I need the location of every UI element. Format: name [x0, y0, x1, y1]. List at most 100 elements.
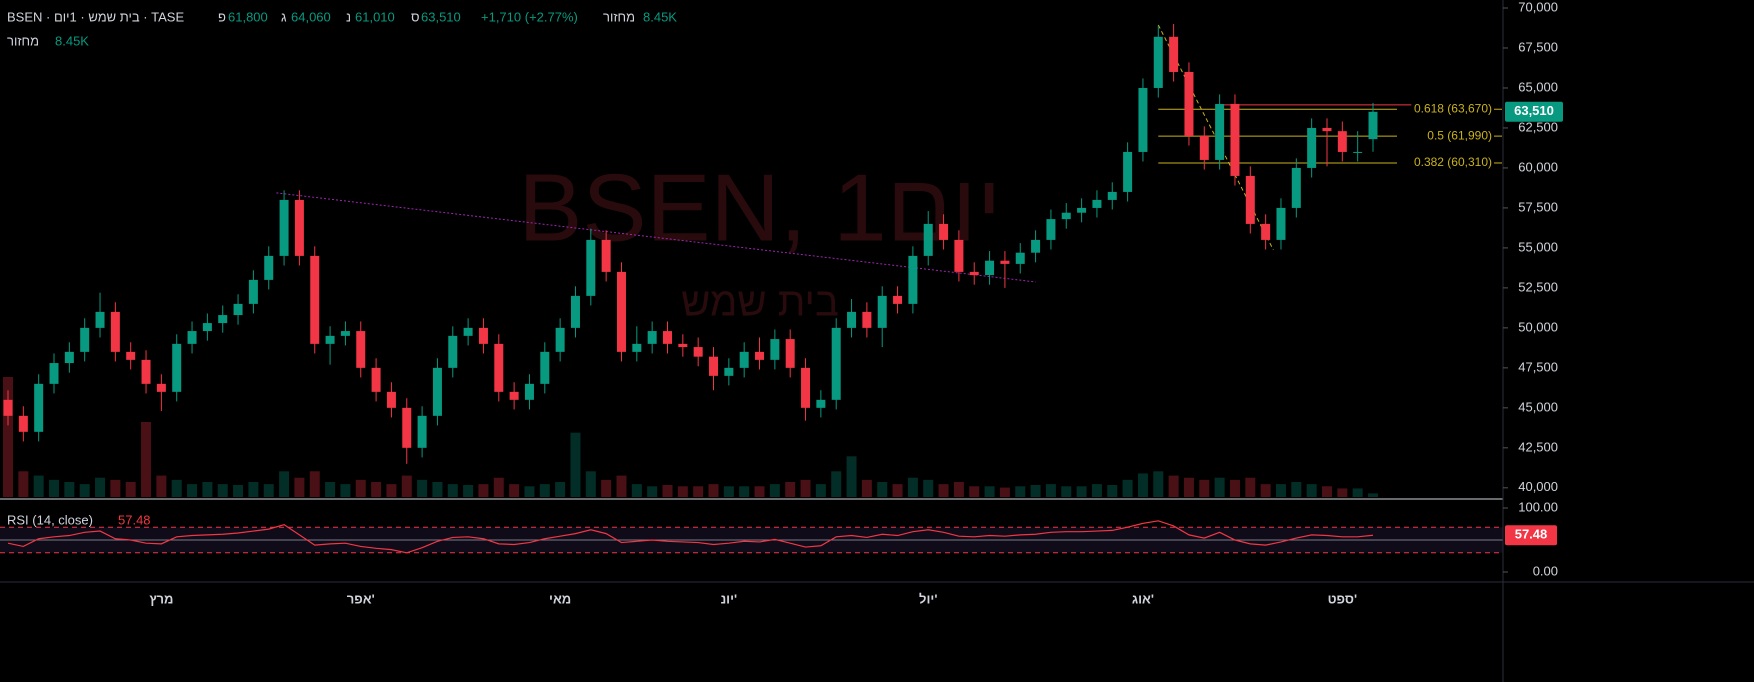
volume-bar: [708, 484, 719, 497]
candle-body: [80, 327, 90, 352]
candle-body: [801, 367, 811, 408]
change: +1,710 (+2.77%): [481, 9, 578, 24]
candle-body: [1215, 103, 1225, 160]
volume-bar: [64, 482, 75, 497]
candle-body: [877, 295, 887, 328]
close-value: 63,510: [421, 9, 461, 24]
candle-body: [218, 315, 228, 324]
x-tick-label: מרץ: [149, 591, 173, 606]
volume-bar: [647, 486, 658, 497]
candle-body: [310, 255, 320, 344]
candle-body: [325, 335, 335, 344]
volume-bar: [417, 479, 428, 497]
watermark-title: BSEN, 1יום: [518, 154, 1001, 261]
volume-bar: [739, 486, 750, 497]
candle-body: [785, 339, 795, 368]
symbol[interactable]: BSEN · בית שמש · 1יום · TASE: [7, 9, 184, 24]
volume-bar: [1122, 479, 1133, 497]
candle-body: [632, 343, 642, 352]
volume-bar: [1306, 484, 1317, 497]
y-tick-label: 62,500: [1518, 119, 1558, 134]
volume-bar: [125, 482, 136, 497]
fib-label: 0.5 (61,990): [1427, 128, 1492, 142]
volume-bar: [478, 484, 489, 497]
volume-bar: [95, 477, 106, 497]
close-label: ס: [411, 9, 420, 24]
volume-bar: [1076, 486, 1087, 497]
volume-bar: [831, 471, 842, 497]
candle-body: [570, 295, 580, 328]
volume-bar: [616, 475, 627, 497]
candle-body: [1199, 135, 1209, 160]
candle-body: [356, 331, 366, 368]
volume-bar: [432, 482, 443, 497]
candle-body: [1107, 191, 1117, 200]
x-tick-label: מאי: [549, 591, 571, 606]
candle-body: [1077, 207, 1087, 213]
volume-bar: [171, 479, 182, 497]
volume-bar: [1321, 486, 1332, 497]
volume-bar: [1214, 477, 1225, 497]
y-tick-label: 52,500: [1518, 279, 1558, 294]
volume-bar: [371, 482, 382, 497]
volume-bar: [33, 475, 44, 497]
volume-bar: [1260, 484, 1271, 497]
volume-label: מחזור: [7, 33, 39, 48]
candle-body: [1092, 199, 1102, 208]
candle-body: [64, 351, 74, 364]
y-tick-label: 67,500: [1518, 39, 1558, 54]
candle-body: [985, 260, 995, 276]
candle-body: [1000, 260, 1010, 264]
fib-label: 0.382 (60,310): [1414, 155, 1492, 169]
candle-body: [1031, 239, 1041, 253]
volume-bar: [509, 484, 520, 497]
rsi-title: RSI (14, close): [7, 512, 93, 527]
candle-body: [478, 327, 488, 344]
candle-body: [1337, 131, 1347, 152]
rsi-tick-label: 0.00: [1533, 563, 1558, 578]
candle-body: [1261, 223, 1271, 240]
volume-bar: [953, 482, 964, 497]
volume-bar: [340, 484, 351, 497]
rsi-line: [7, 520, 1374, 554]
candle-body: [371, 367, 381, 392]
candle-body: [3, 399, 13, 416]
price-tag-label: 63,510: [1514, 103, 1554, 118]
watermark-subtitle: בית שמש: [681, 281, 839, 325]
volume-bar: [233, 485, 244, 497]
candle-body: [1184, 71, 1194, 136]
rsi-tag-label: 57.48: [1515, 527, 1548, 542]
rsi-tag: [1505, 525, 1557, 546]
volume-bar: [1030, 485, 1041, 497]
candle-body: [709, 356, 719, 376]
volume-bar: [815, 484, 826, 497]
volume-bar: [923, 479, 934, 497]
candle-body: [1291, 167, 1301, 208]
volume-bar: [1337, 488, 1348, 497]
volume-bar: [263, 484, 274, 497]
candle-body: [294, 199, 304, 256]
low-value: 61,010: [355, 9, 395, 24]
volume-bar: [217, 484, 228, 497]
candle-body: [1123, 151, 1133, 192]
y-tick-label: 45,000: [1518, 399, 1558, 414]
volume-bar: [3, 377, 13, 497]
volume-bar: [279, 471, 290, 497]
volume-bar: [49, 479, 60, 497]
candle-body: [678, 343, 688, 348]
volume-bar: [386, 484, 397, 497]
candle-body: [509, 391, 519, 400]
y-tick-label: 47,500: [1518, 359, 1558, 374]
volume-bar: [1352, 488, 1363, 497]
candle-body: [739, 351, 749, 368]
volume-bar: [1245, 477, 1256, 497]
y-tick-label: 60,000: [1518, 159, 1558, 174]
candle-body: [264, 255, 274, 280]
volume-bar: [156, 475, 167, 497]
volume-bar: [846, 456, 857, 497]
candle-body: [494, 343, 504, 392]
volume-bar: [248, 482, 259, 497]
volume-bar: [907, 477, 918, 497]
x-tick-label: אפר': [347, 591, 375, 606]
